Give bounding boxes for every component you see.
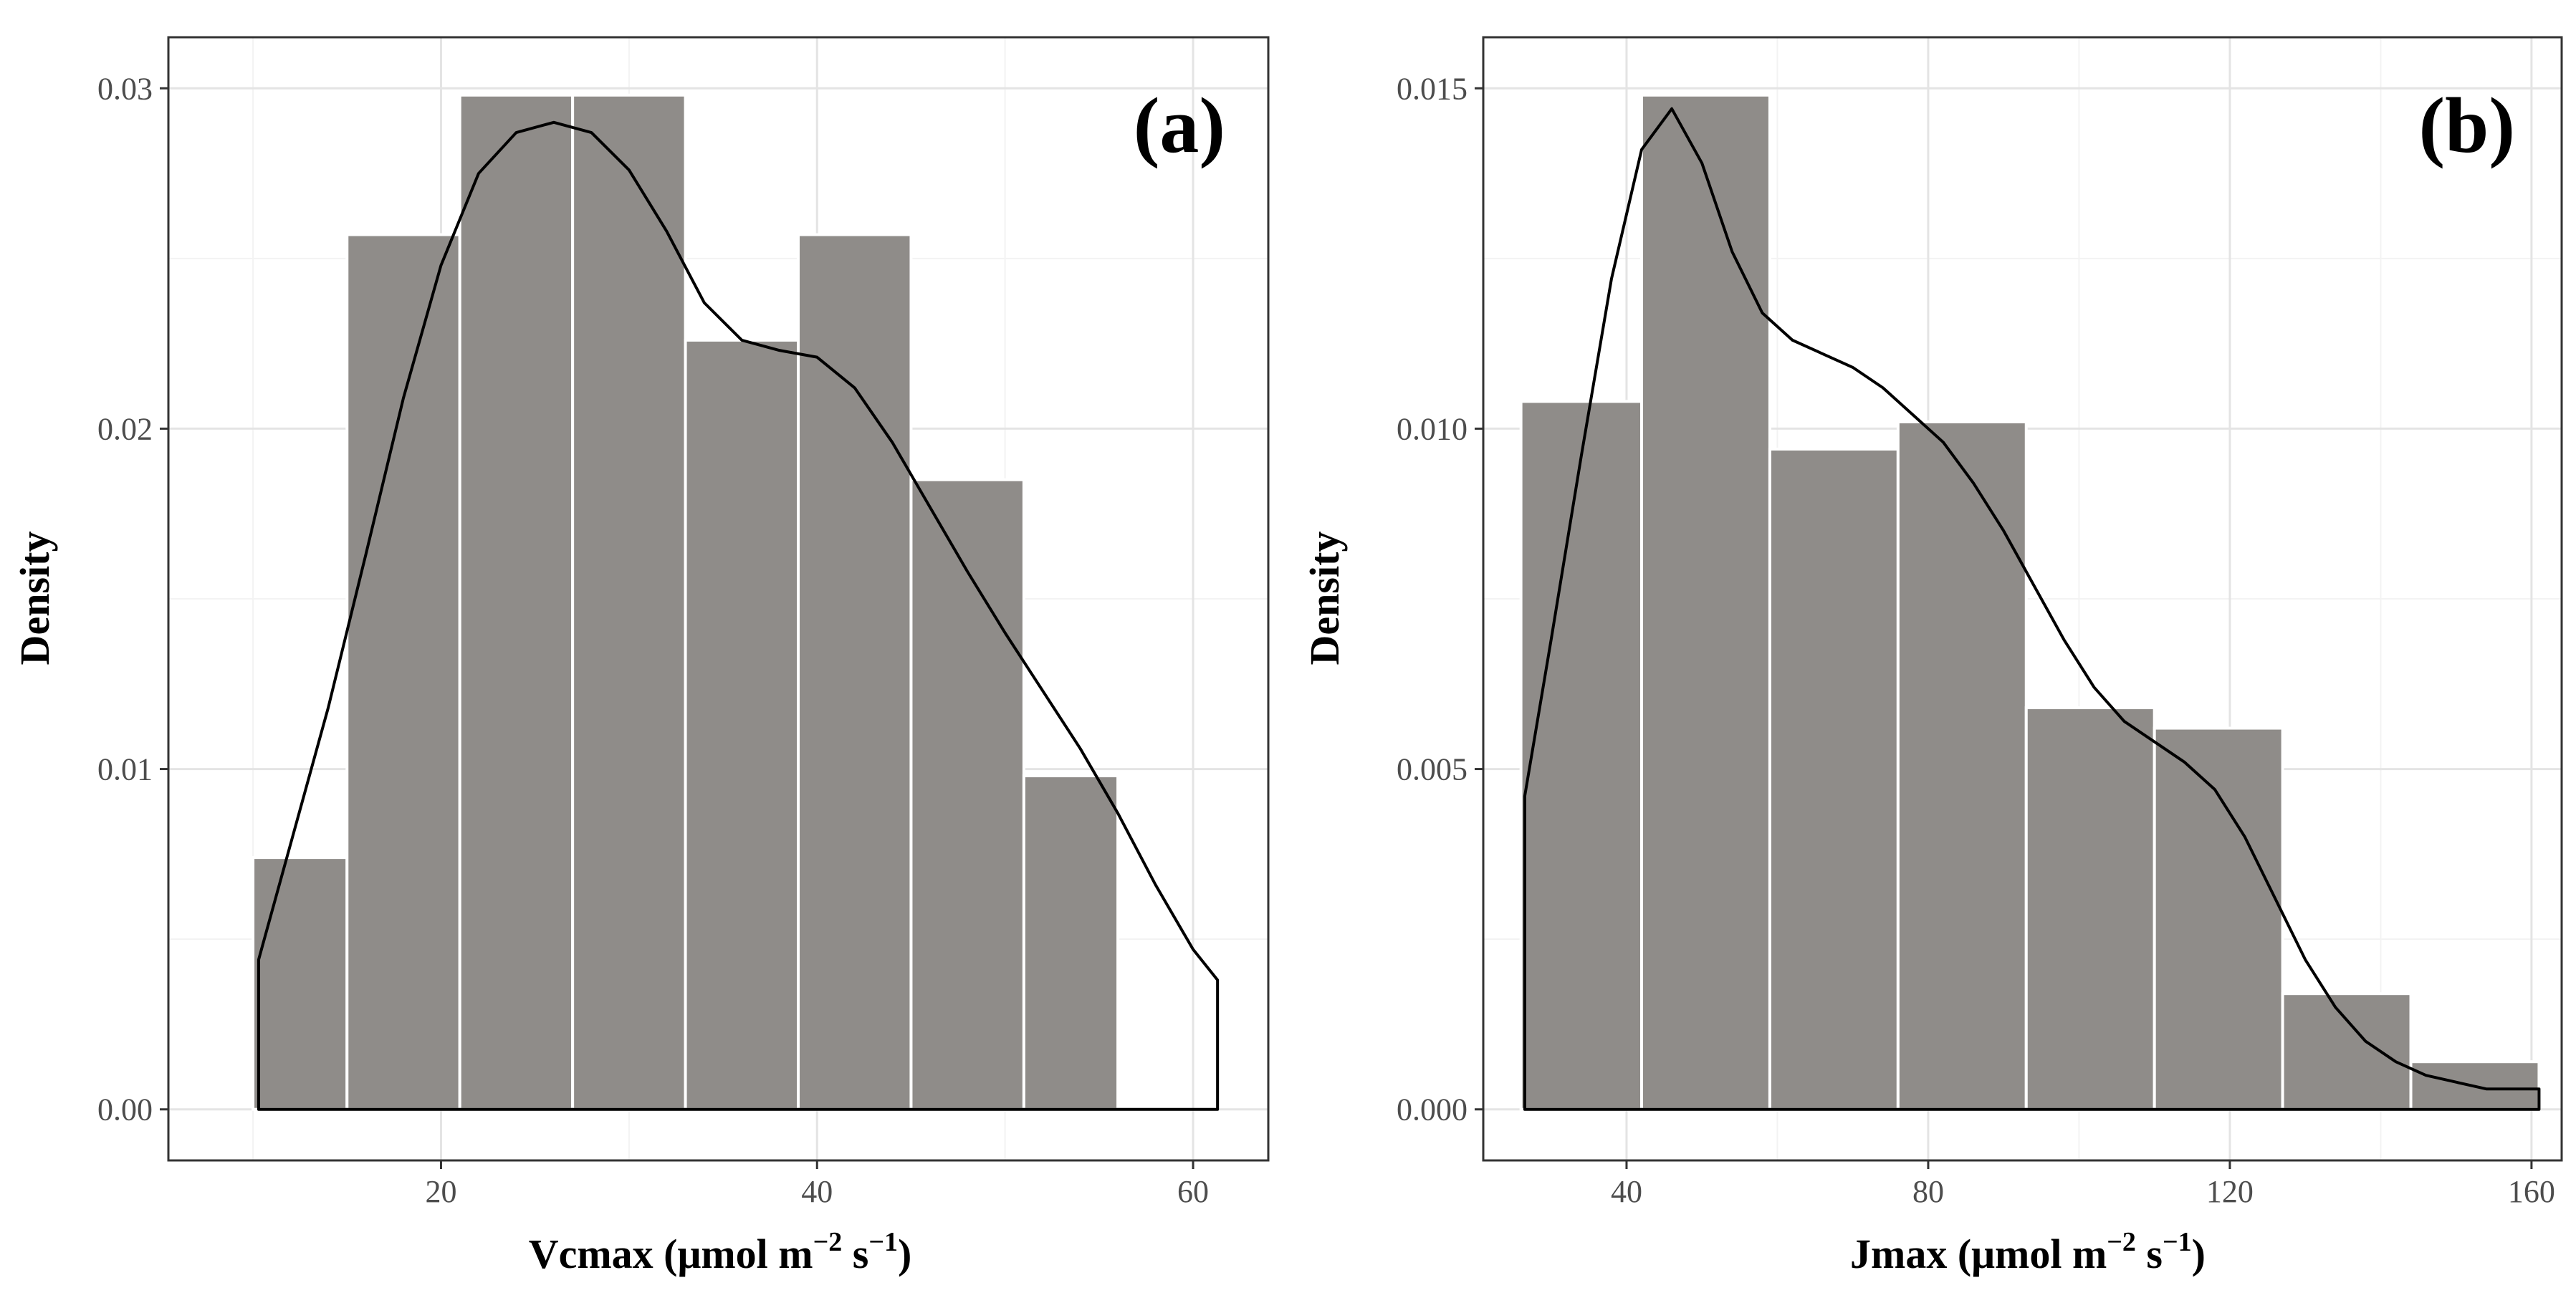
panel-a-bars	[252, 93, 1120, 1111]
panel-b-border	[1482, 36, 2563, 1162]
panel-a-y-tick-label-2: 0.02	[97, 411, 153, 446]
panel-a-border	[167, 36, 1270, 1162]
panel-a-x-title-end: )	[898, 1231, 911, 1277]
panel-a-y-tick-label-0: 0.00	[97, 1092, 153, 1127]
panel-b-x-tick-label-3: 160	[2508, 1174, 2555, 1209]
panel-a-histogram-bar-6	[909, 478, 1025, 1111]
panel-a-histogram-bar-1	[345, 233, 461, 1111]
panel-a-y-tick-label-1: 0.01	[97, 752, 153, 787]
panel-a-y-tick-label-3: 0.03	[97, 71, 153, 106]
panel-b-x-title-sup2: −1	[2163, 1227, 2192, 1257]
panel-b-x-title-sup1: −2	[2107, 1227, 2136, 1257]
panel-b-x-tick-label-1: 80	[1912, 1174, 1944, 1209]
panel-b-jmax-histogram: 40 80 120 160 0.000 0.005 0.010 0.015 (b) Jmax…	[1301, 36, 2563, 1277]
panel-b-histogram-bar-1	[1640, 93, 1771, 1111]
panel-a-x-tick-label-1: 40	[801, 1174, 833, 1209]
panel-b-x-axis-title: Jmax (μmol m−2 s−1)	[1850, 1227, 2206, 1277]
panel-a-histogram-bar-3	[571, 93, 687, 1111]
panel-a-x-tick-label-0: 20	[425, 1174, 456, 1209]
panel-a-histogram-bar-0	[252, 856, 349, 1111]
panel-b-x-title-end: )	[2192, 1231, 2206, 1277]
panel-b-y-axis-title: Density	[1301, 532, 1348, 665]
panel-a-x-title-main: Vcmax (μmol m	[529, 1231, 813, 1277]
panel-b-density-curve	[1523, 107, 2541, 1111]
panel-b-x-title-main: Jmax (μmol m	[1850, 1231, 2107, 1277]
panel-a-frame	[167, 36, 1270, 1162]
panel-b-histogram-bar-4	[2024, 706, 2156, 1111]
panel-a-x-ticks: 20 40 60	[425, 1160, 1209, 1209]
panel-a-y-ticks: 0.00 0.01 0.02 0.03	[97, 71, 168, 1127]
panel-a-histogram-bar-2	[458, 93, 575, 1111]
panel-a-density-curve	[257, 120, 1220, 1111]
panel-a-x-axis-title: Vcmax (μmol m−2 s−1)	[529, 1227, 912, 1277]
panel-a-histogram-bar-4	[684, 338, 800, 1111]
panel-a-x-title-sup2: −1	[868, 1227, 898, 1257]
panel-b-histogram-bar-5	[2153, 726, 2284, 1111]
panel-b-x-title-mid: s	[2136, 1231, 2163, 1277]
panel-b-y-ticks: 0.000 0.005 0.010 0.015	[1397, 71, 1483, 1127]
panel-b-x-tick-label-2: 120	[2206, 1174, 2254, 1209]
panel-a-vcmax-histogram: 20 40 60 0.00 0.01 0.02 0.03 (a) Vcmax (μmol …	[11, 36, 1270, 1277]
panel-b-y-tick-label-3: 0.015	[1397, 71, 1467, 106]
panel-a-histogram-bar-7	[1022, 774, 1120, 1111]
panel-a-x-title-mid: s	[842, 1231, 868, 1277]
panel-a-density-line	[257, 120, 1220, 1111]
panel-b-histogram-bar-7	[2409, 1060, 2541, 1111]
panel-b-histogram-bar-3	[1896, 420, 2028, 1111]
panel-b-histogram-bar-6	[2281, 992, 2413, 1111]
panel-b-label: (b)	[2419, 82, 2515, 169]
panel-b-density-line	[1523, 107, 2541, 1111]
panel-b-x-tick-label-0: 40	[1611, 1174, 1642, 1209]
panel-a-x-title-sup1: −2	[813, 1227, 843, 1257]
panel-a-histogram-bar-5	[797, 233, 913, 1111]
panel-b-histogram-bar-2	[1768, 447, 1900, 1111]
panel-b-y-tick-label-0: 0.000	[1397, 1092, 1467, 1127]
panel-b-y-tick-label-1: 0.005	[1397, 752, 1467, 787]
panel-b-frame	[1482, 36, 2563, 1162]
panel-b-x-ticks: 40 80 120 160	[1611, 1160, 2555, 1209]
panel-b-y-tick-label-2: 0.010	[1397, 411, 1467, 446]
panel-a-label: (a)	[1134, 82, 1225, 169]
panel-b-histogram-bar-0	[1519, 400, 1644, 1111]
panel-a-y-axis-title: Density	[11, 532, 58, 665]
panel-a-x-tick-label-2: 60	[1177, 1174, 1209, 1209]
